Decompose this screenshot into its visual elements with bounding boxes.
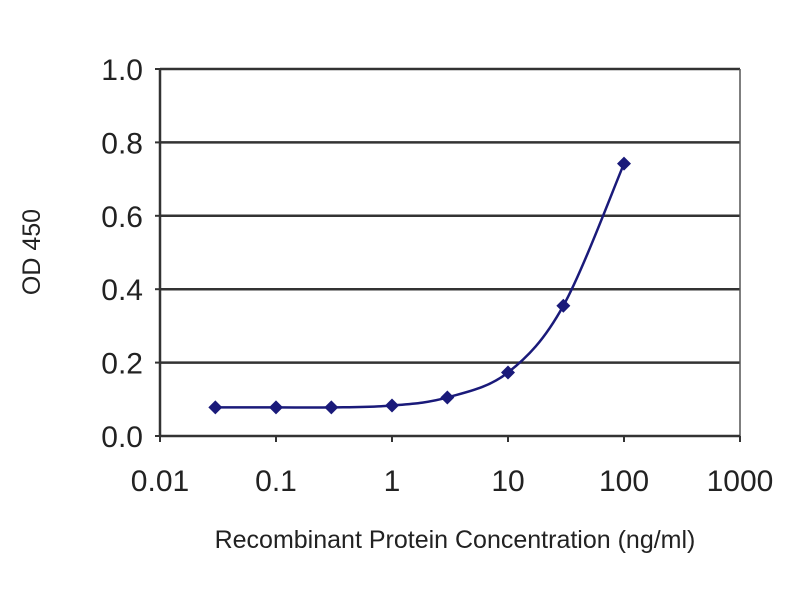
data-point-marker: [324, 400, 339, 415]
y-tick-label: 0.4: [101, 274, 143, 307]
data-point-marker: [556, 298, 571, 313]
series: [208, 156, 631, 415]
gridlines: [160, 67, 740, 364]
series-line: [215, 163, 626, 409]
x-tick-label: 1000: [707, 465, 774, 498]
data-point-marker: [385, 398, 399, 413]
axes: [155, 68, 741, 442]
data-point-marker: [269, 400, 283, 415]
x-tick-labels: 0.01 0.1 1 10 100 1000: [131, 465, 774, 498]
x-tick-label: 0.01: [131, 465, 189, 498]
y-tick-label: 0.2: [101, 348, 143, 381]
data-point-marker: [617, 156, 631, 171]
y-tick-label: 1.0: [101, 54, 143, 87]
y-tick-label: 0.8: [101, 127, 143, 160]
data-point-marker: [440, 390, 455, 405]
x-axis-label: Recombinant Protein Concentration (ng/ml…: [215, 526, 696, 554]
y-axis-label: OD 450: [18, 209, 46, 295]
x-tick-label: 0.1: [255, 465, 297, 498]
y-tick-labels: 0.0 0.2 0.4 0.6 0.8 1.0: [101, 54, 143, 454]
x-tick-label: 10: [491, 465, 524, 498]
data-point-marker: [501, 365, 515, 380]
data-point-marker: [208, 400, 223, 415]
y-tick-label: 0.6: [101, 201, 143, 234]
y-tick-label: 0.0: [101, 421, 143, 454]
x-tick-label: 1: [384, 465, 401, 498]
x-tick-label: 100: [599, 465, 649, 498]
